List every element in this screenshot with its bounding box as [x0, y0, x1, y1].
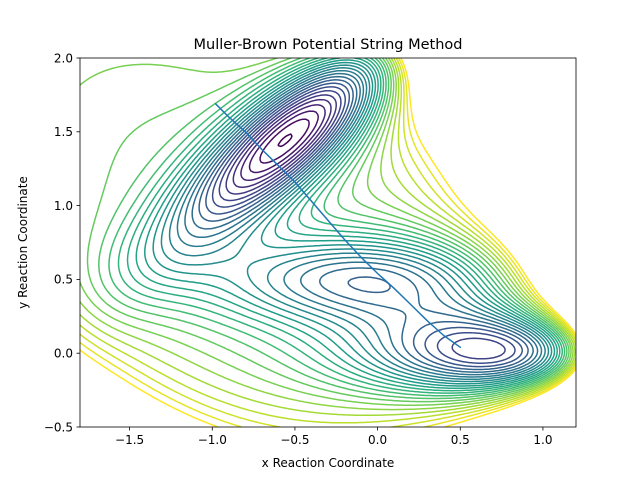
x-tick-label: 0.5 — [451, 433, 470, 447]
contour-level-3 — [240, 104, 326, 182]
contour-level-19 — [117, 58, 564, 394]
contour-level-28 — [80, 58, 576, 427]
contour-level-0 — [277, 133, 293, 148]
contour-level-10 — [191, 75, 534, 373]
contour-level-5 — [225, 94, 337, 195]
x-tick-label: −0.5 — [280, 433, 309, 447]
y-tick-label: −0.5 — [44, 420, 73, 434]
contour-level-17 — [135, 58, 558, 390]
contour-level-29 — [80, 58, 576, 427]
x-tick-label: −1.5 — [115, 433, 144, 447]
contour-level-21 — [98, 58, 568, 400]
contour-level-24 — [80, 58, 574, 411]
x-axis-label: x Reaction Coordinate — [262, 456, 395, 470]
contour-level-25 — [80, 58, 576, 417]
y-axis-label: y Reaction Coordinate — [16, 176, 30, 309]
contour-level-13 — [168, 67, 546, 381]
contour-level-16 — [144, 59, 556, 387]
contour-level-9 — [198, 79, 529, 371]
string-path-line — [214, 103, 462, 349]
x-tick-label: −1.0 — [198, 433, 227, 447]
contour-level-18 — [126, 58, 561, 392]
contour-level-12 — [176, 69, 543, 378]
x-tick-label: 0.0 — [368, 433, 387, 447]
contour-level-22 — [86, 58, 570, 403]
contour-level-27 — [80, 58, 576, 427]
y-tick-label: 0.5 — [54, 273, 73, 287]
y-tick-label: 0.0 — [54, 347, 73, 361]
plot-frame — [79, 57, 577, 428]
y-tick-label: 2.0 — [54, 51, 73, 65]
contour-level-20 — [108, 58, 566, 397]
contour-level-26 — [80, 58, 576, 424]
string-path-layer — [214, 103, 462, 349]
y-tick-label: 1.5 — [54, 125, 73, 139]
contour-level-7 — [211, 86, 516, 364]
y-axis-ticks: −0.5 0.0 0.5 1.0 1.5 2.0 — [44, 51, 80, 434]
contour-level-4 — [232, 98, 332, 189]
contour-level-2 — [248, 110, 319, 174]
contour-level-15 — [152, 61, 553, 385]
chart-title: Muller-Brown Potential String Method — [194, 37, 463, 53]
x-tick-label: 1.0 — [533, 433, 552, 447]
y-tick-label: 1.0 — [54, 199, 73, 213]
contour-level-8 — [205, 82, 524, 368]
contour-level-11 — [184, 72, 539, 376]
contour-level-23 — [80, 58, 572, 406]
x-axis-ticks: −1.5 −1.0 −0.5 0.0 0.5 1.0 — [115, 427, 552, 447]
